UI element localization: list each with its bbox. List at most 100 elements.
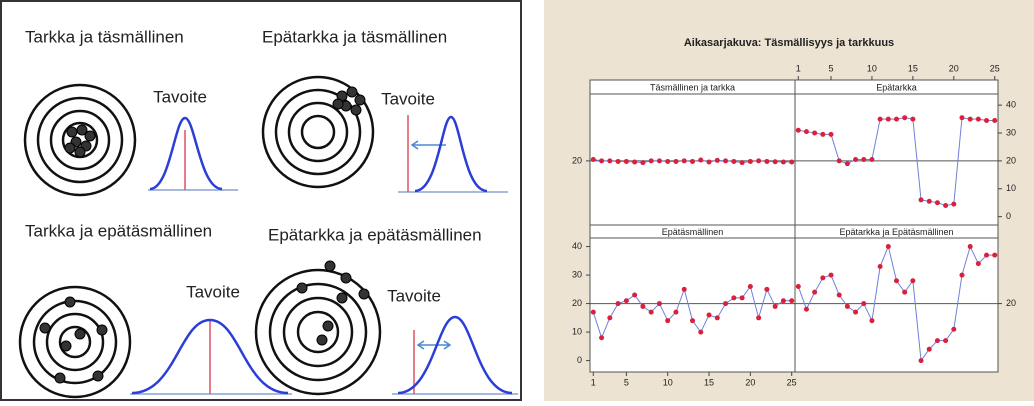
data-point — [789, 160, 794, 165]
data-point — [878, 117, 883, 122]
data-point — [690, 318, 695, 323]
data-point — [731, 295, 736, 300]
page: Tarkka ja täsmällinen Tavoite Epätarkka … — [0, 0, 1034, 406]
data-point — [869, 157, 874, 162]
data-point — [804, 307, 809, 312]
data-point — [673, 159, 678, 164]
y-tick-label: 30 — [572, 269, 582, 279]
data-point — [853, 157, 858, 162]
y-tick-label: 10 — [572, 326, 582, 336]
data-point — [690, 159, 695, 164]
data-point — [707, 160, 712, 165]
data-point — [804, 129, 809, 134]
y-tick-label: 20 — [572, 155, 582, 165]
data-point — [624, 298, 629, 303]
data-point — [812, 131, 817, 136]
x-tick-label: 5 — [624, 377, 629, 387]
panel — [795, 94, 998, 225]
data-point — [723, 301, 728, 306]
data-point — [624, 159, 629, 164]
data-point — [640, 304, 645, 309]
data-point — [935, 200, 940, 205]
data-point — [657, 158, 662, 163]
data-point — [616, 301, 621, 306]
data-point — [707, 312, 712, 317]
data-point — [812, 290, 817, 295]
data-point — [731, 159, 736, 164]
panel-title: Epätäsmällinen — [662, 227, 724, 237]
data-point — [740, 295, 745, 300]
panel — [590, 238, 795, 372]
data-point — [796, 284, 801, 289]
x-tick-label: 10 — [663, 377, 673, 387]
data-point — [616, 159, 621, 164]
y-tick-label: 10 — [1006, 183, 1016, 193]
figure: Tarkka ja täsmällinen Tavoite Epätarkka … — [0, 0, 1034, 401]
target-label: Tavoite — [153, 87, 207, 106]
data-point — [649, 310, 654, 315]
data-point — [861, 301, 866, 306]
data-point — [781, 298, 786, 303]
data-point — [796, 128, 801, 133]
panel-title: Epätarkka ja Epätäsmällinen — [839, 227, 953, 237]
data-point — [764, 159, 769, 164]
data-point — [943, 203, 948, 208]
y-tick-label: 0 — [577, 355, 582, 365]
data-point — [886, 244, 891, 249]
data-point — [748, 159, 753, 164]
data-point — [764, 287, 769, 292]
panel-title: Epätarkka — [876, 82, 917, 92]
data-point — [789, 298, 794, 303]
data-point — [632, 160, 637, 165]
data-point — [665, 318, 670, 323]
x-tick-label: 25 — [787, 377, 797, 387]
data-point — [984, 118, 989, 123]
data-point — [976, 261, 981, 266]
data-point — [927, 199, 932, 204]
data-point — [951, 202, 956, 207]
data-point — [894, 117, 899, 122]
data-point — [927, 347, 932, 352]
data-point — [968, 117, 973, 122]
data-point — [607, 315, 612, 320]
data-point — [682, 158, 687, 163]
data-point — [869, 318, 874, 323]
panel-title: Täsmällinen ja tarkka — [650, 82, 735, 92]
data-point — [599, 335, 604, 340]
data-point — [845, 161, 850, 166]
data-point — [845, 304, 850, 309]
data-point — [698, 330, 703, 335]
data-point — [910, 117, 915, 122]
data-point — [853, 310, 858, 315]
data-point — [682, 287, 687, 292]
data-point — [837, 158, 842, 163]
y-tick-label: 20 — [1006, 155, 1016, 165]
panel-title: Tarkka ja epätäsmällinen — [25, 221, 212, 240]
panel-title: Epätarkka ja täsmällinen — [262, 27, 447, 46]
data-point — [773, 304, 778, 309]
x-tick-label: 20 — [949, 63, 959, 73]
data-point — [837, 293, 842, 298]
data-point — [665, 159, 670, 164]
data-point — [599, 158, 604, 163]
data-point — [919, 197, 924, 202]
data-point — [756, 158, 761, 163]
data-point — [591, 157, 596, 162]
data-point — [715, 158, 720, 163]
data-point — [984, 253, 989, 258]
y-tick-label: 40 — [572, 241, 582, 251]
data-point — [919, 358, 924, 363]
data-point — [878, 264, 883, 269]
data-point — [723, 158, 728, 163]
data-point — [773, 159, 778, 164]
data-point — [632, 293, 637, 298]
data-point — [902, 290, 907, 295]
data-point — [673, 310, 678, 315]
x-tick-label: 20 — [745, 377, 755, 387]
data-point — [781, 160, 786, 165]
target-label: Tavoite — [381, 89, 435, 108]
data-point — [829, 132, 834, 137]
panel-title: Tarkka ja täsmällinen — [25, 27, 184, 46]
data-point — [820, 132, 825, 137]
data-point — [640, 160, 645, 165]
